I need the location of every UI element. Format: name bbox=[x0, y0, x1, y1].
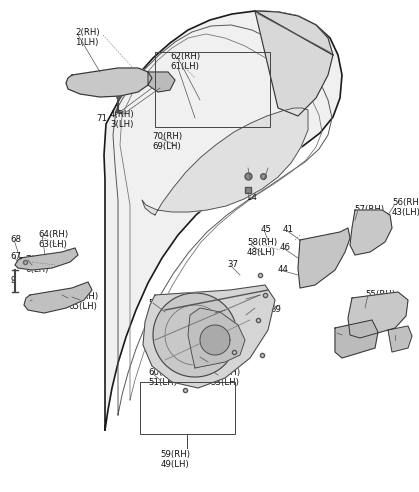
Text: 46: 46 bbox=[280, 243, 291, 252]
Text: 62(RH)
61(LH): 62(RH) 61(LH) bbox=[170, 52, 200, 71]
Text: 37: 37 bbox=[243, 310, 254, 319]
Text: 36: 36 bbox=[197, 352, 208, 361]
Text: 56(RH)
43(LH): 56(RH) 43(LH) bbox=[392, 198, 419, 217]
Text: 44: 44 bbox=[278, 265, 289, 274]
Text: 38: 38 bbox=[243, 294, 254, 303]
Polygon shape bbox=[298, 228, 350, 288]
Text: 64(RH)
63(LH): 64(RH) 63(LH) bbox=[38, 230, 68, 249]
Text: 9: 9 bbox=[10, 276, 16, 285]
Polygon shape bbox=[188, 308, 245, 368]
Polygon shape bbox=[348, 292, 408, 338]
Text: 50: 50 bbox=[243, 163, 254, 172]
Text: 25(RH)
53(LH): 25(RH) 53(LH) bbox=[210, 368, 240, 387]
Polygon shape bbox=[66, 68, 152, 97]
Text: 66(RH)
65(LH): 66(RH) 65(LH) bbox=[68, 292, 98, 311]
Text: 11(RH)
10(LH): 11(RH) 10(LH) bbox=[334, 328, 364, 347]
Text: 12: 12 bbox=[392, 330, 403, 339]
Polygon shape bbox=[200, 325, 230, 355]
Text: 58(RH)
48(LH): 58(RH) 48(LH) bbox=[247, 238, 277, 257]
Text: 55(RH)
42(LH): 55(RH) 42(LH) bbox=[365, 290, 395, 309]
Text: 4(RH)
3(LH): 4(RH) 3(LH) bbox=[110, 110, 134, 129]
Text: 60(RH)
51(LH): 60(RH) 51(LH) bbox=[148, 368, 178, 387]
Bar bbox=[140, 382, 235, 434]
Text: 39: 39 bbox=[270, 305, 281, 314]
Text: 36: 36 bbox=[212, 308, 223, 317]
Text: 7(RH)
6(LH): 7(RH) 6(LH) bbox=[25, 255, 49, 274]
Text: 45: 45 bbox=[261, 225, 272, 234]
Polygon shape bbox=[24, 282, 92, 313]
Text: 8: 8 bbox=[28, 296, 34, 305]
Text: 71: 71 bbox=[96, 114, 107, 123]
Text: 2(RH)
1(LH): 2(RH) 1(LH) bbox=[75, 28, 100, 47]
Polygon shape bbox=[148, 72, 175, 92]
Polygon shape bbox=[255, 11, 333, 116]
Text: 52: 52 bbox=[148, 299, 159, 308]
Text: 68: 68 bbox=[10, 235, 21, 244]
Bar bbox=[155, 52, 270, 127]
Text: 37: 37 bbox=[227, 260, 238, 269]
Text: 14: 14 bbox=[246, 193, 257, 202]
Text: 67: 67 bbox=[58, 290, 69, 299]
Text: 57(RH)
47(LH): 57(RH) 47(LH) bbox=[354, 205, 384, 224]
Text: 70(RH)
69(LH): 70(RH) 69(LH) bbox=[152, 132, 182, 151]
Text: 41: 41 bbox=[283, 225, 294, 234]
Text: 13: 13 bbox=[265, 163, 276, 172]
Text: 59(RH)
49(LH): 59(RH) 49(LH) bbox=[160, 450, 190, 469]
Polygon shape bbox=[335, 320, 378, 358]
Polygon shape bbox=[388, 326, 412, 352]
Text: 67: 67 bbox=[10, 252, 21, 261]
Polygon shape bbox=[142, 108, 308, 215]
Polygon shape bbox=[153, 293, 237, 377]
Polygon shape bbox=[104, 11, 342, 430]
Polygon shape bbox=[350, 210, 392, 255]
Polygon shape bbox=[15, 248, 78, 270]
Polygon shape bbox=[143, 285, 275, 388]
